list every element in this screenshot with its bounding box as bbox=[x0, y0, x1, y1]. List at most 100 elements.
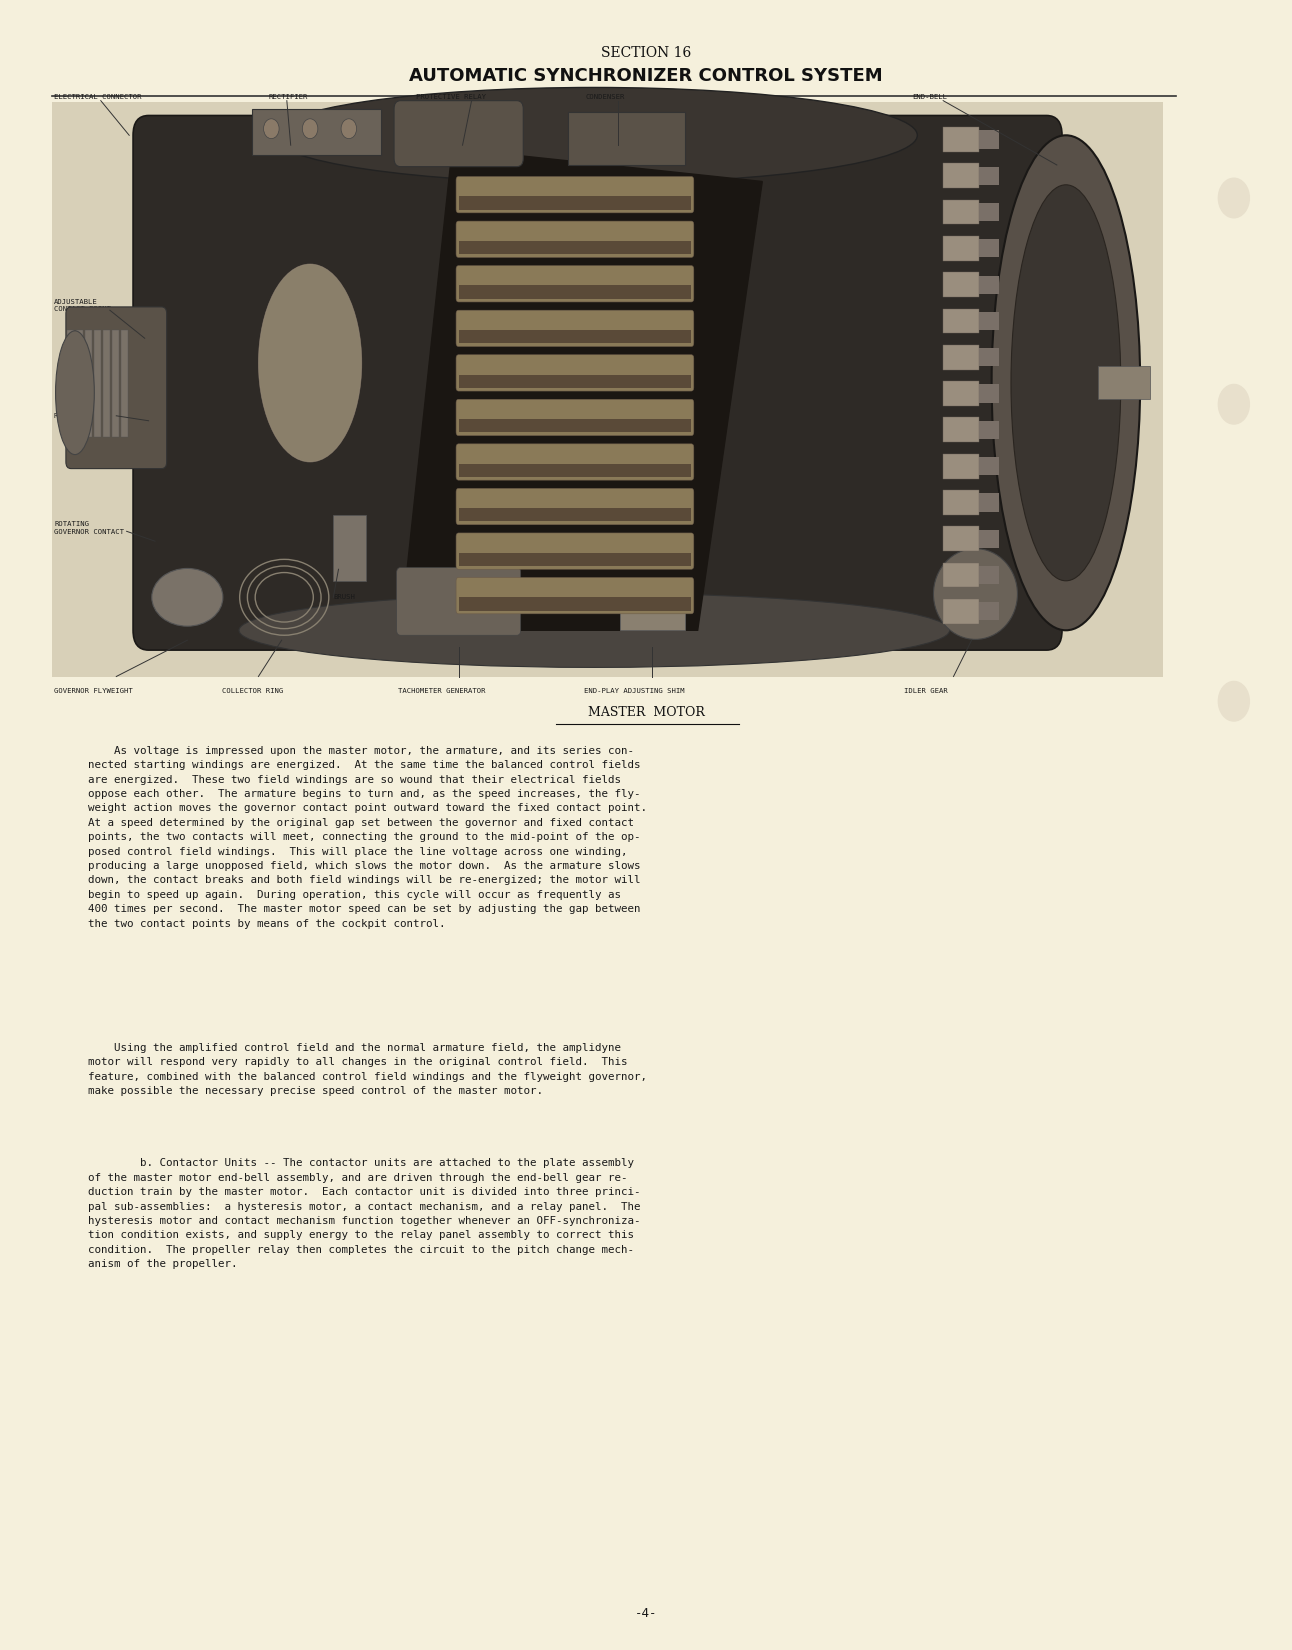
Ellipse shape bbox=[56, 330, 94, 455]
Bar bbox=[459, 464, 691, 477]
Circle shape bbox=[1218, 384, 1249, 424]
Text: ELECTRICAL CONNECTOR: ELECTRICAL CONNECTOR bbox=[54, 94, 142, 99]
Bar bbox=[112, 330, 119, 437]
Bar bbox=[979, 276, 999, 294]
Circle shape bbox=[1218, 681, 1249, 721]
FancyBboxPatch shape bbox=[456, 177, 694, 213]
Text: SECTION 16: SECTION 16 bbox=[601, 46, 691, 59]
FancyBboxPatch shape bbox=[456, 488, 694, 525]
Bar bbox=[459, 330, 691, 343]
Bar bbox=[67, 330, 74, 437]
Text: RECTIFIER: RECTIFIER bbox=[269, 94, 307, 99]
Bar bbox=[568, 112, 685, 165]
Ellipse shape bbox=[271, 87, 917, 183]
Bar bbox=[979, 203, 999, 221]
Polygon shape bbox=[401, 148, 762, 630]
Bar bbox=[459, 597, 691, 610]
Bar bbox=[979, 566, 999, 584]
Ellipse shape bbox=[239, 592, 950, 667]
Text: END-PLAY ADJUSTING SHIM: END-PLAY ADJUSTING SHIM bbox=[584, 688, 685, 695]
Text: BRUSH: BRUSH bbox=[333, 594, 355, 601]
Bar bbox=[1098, 366, 1150, 399]
Bar bbox=[943, 236, 979, 261]
Bar bbox=[979, 602, 999, 620]
FancyBboxPatch shape bbox=[456, 221, 694, 257]
FancyBboxPatch shape bbox=[456, 310, 694, 346]
FancyBboxPatch shape bbox=[394, 101, 523, 167]
Bar bbox=[252, 109, 381, 155]
Bar bbox=[459, 553, 691, 566]
Bar bbox=[620, 589, 685, 630]
Text: ROTATING
GOVERNOR CONTACT: ROTATING GOVERNOR CONTACT bbox=[54, 521, 124, 535]
Text: END-BELL: END-BELL bbox=[912, 94, 947, 99]
Text: As voltage is impressed upon the master motor, the armature, and its series con-: As voltage is impressed upon the master … bbox=[88, 746, 647, 929]
Ellipse shape bbox=[1010, 185, 1121, 581]
Bar bbox=[459, 285, 691, 299]
Bar bbox=[979, 421, 999, 439]
Bar bbox=[94, 330, 101, 437]
FancyBboxPatch shape bbox=[133, 116, 1062, 650]
Bar bbox=[943, 127, 979, 152]
Bar bbox=[979, 384, 999, 403]
FancyBboxPatch shape bbox=[456, 266, 694, 302]
Bar bbox=[943, 490, 979, 515]
FancyBboxPatch shape bbox=[456, 578, 694, 614]
Bar bbox=[943, 454, 979, 478]
FancyBboxPatch shape bbox=[397, 568, 521, 635]
Bar bbox=[459, 196, 691, 210]
Text: PROTECTIVE RELAY: PROTECTIVE RELAY bbox=[416, 94, 486, 99]
Circle shape bbox=[1218, 178, 1249, 218]
FancyBboxPatch shape bbox=[456, 533, 694, 569]
Ellipse shape bbox=[152, 568, 224, 625]
Text: AUTOMATIC SYNCHRONIZER CONTROL SYSTEM: AUTOMATIC SYNCHRONIZER CONTROL SYSTEM bbox=[410, 68, 882, 84]
FancyBboxPatch shape bbox=[456, 355, 694, 391]
Bar bbox=[943, 309, 979, 333]
Bar bbox=[979, 530, 999, 548]
Bar bbox=[943, 381, 979, 406]
Bar bbox=[459, 508, 691, 521]
Bar bbox=[943, 345, 979, 370]
Bar bbox=[103, 330, 110, 437]
Text: IDLER GEAR: IDLER GEAR bbox=[904, 688, 948, 695]
Text: ADJUSTABLE
CONTACT POINT: ADJUSTABLE CONTACT POINT bbox=[54, 299, 111, 312]
Text: COLLECTOR RING: COLLECTOR RING bbox=[222, 688, 283, 695]
Bar bbox=[85, 330, 92, 437]
Text: Using the amplified control field and the normal armature field, the amplidyne
m: Using the amplified control field and th… bbox=[88, 1043, 647, 1096]
Bar bbox=[979, 493, 999, 512]
Bar bbox=[979, 239, 999, 257]
Bar bbox=[979, 457, 999, 475]
Bar bbox=[979, 167, 999, 185]
Text: GOVERNOR FLYWEIGHT: GOVERNOR FLYWEIGHT bbox=[54, 688, 133, 695]
Ellipse shape bbox=[991, 135, 1140, 630]
Bar bbox=[979, 312, 999, 330]
Bar bbox=[52, 102, 1163, 676]
Bar bbox=[333, 515, 366, 581]
Bar bbox=[459, 241, 691, 254]
FancyBboxPatch shape bbox=[66, 307, 167, 469]
Text: TACHOMETER GENERATOR: TACHOMETER GENERATOR bbox=[398, 688, 486, 695]
Bar bbox=[943, 200, 979, 224]
Ellipse shape bbox=[933, 548, 1018, 639]
Text: CONDENSER: CONDENSER bbox=[585, 94, 624, 99]
Bar bbox=[943, 599, 979, 624]
Ellipse shape bbox=[302, 119, 318, 139]
Text: -4-: -4- bbox=[634, 1607, 658, 1620]
Bar bbox=[943, 526, 979, 551]
Bar bbox=[459, 419, 691, 432]
Bar bbox=[459, 375, 691, 388]
FancyBboxPatch shape bbox=[456, 399, 694, 436]
Bar bbox=[979, 130, 999, 148]
Text: RACK AND PINION: RACK AND PINION bbox=[54, 412, 120, 419]
Bar bbox=[121, 330, 128, 437]
Text: b. Contactor Units -- The contactor units are attached to the plate assembly
of : b. Contactor Units -- The contactor unit… bbox=[88, 1158, 641, 1269]
Text: MASTER  MOTOR: MASTER MOTOR bbox=[588, 706, 704, 719]
Ellipse shape bbox=[264, 119, 279, 139]
Bar bbox=[76, 330, 83, 437]
Bar bbox=[943, 163, 979, 188]
Ellipse shape bbox=[341, 119, 357, 139]
FancyBboxPatch shape bbox=[456, 444, 694, 480]
Bar bbox=[943, 272, 979, 297]
Bar bbox=[943, 563, 979, 587]
Ellipse shape bbox=[258, 264, 362, 462]
Bar bbox=[979, 348, 999, 366]
